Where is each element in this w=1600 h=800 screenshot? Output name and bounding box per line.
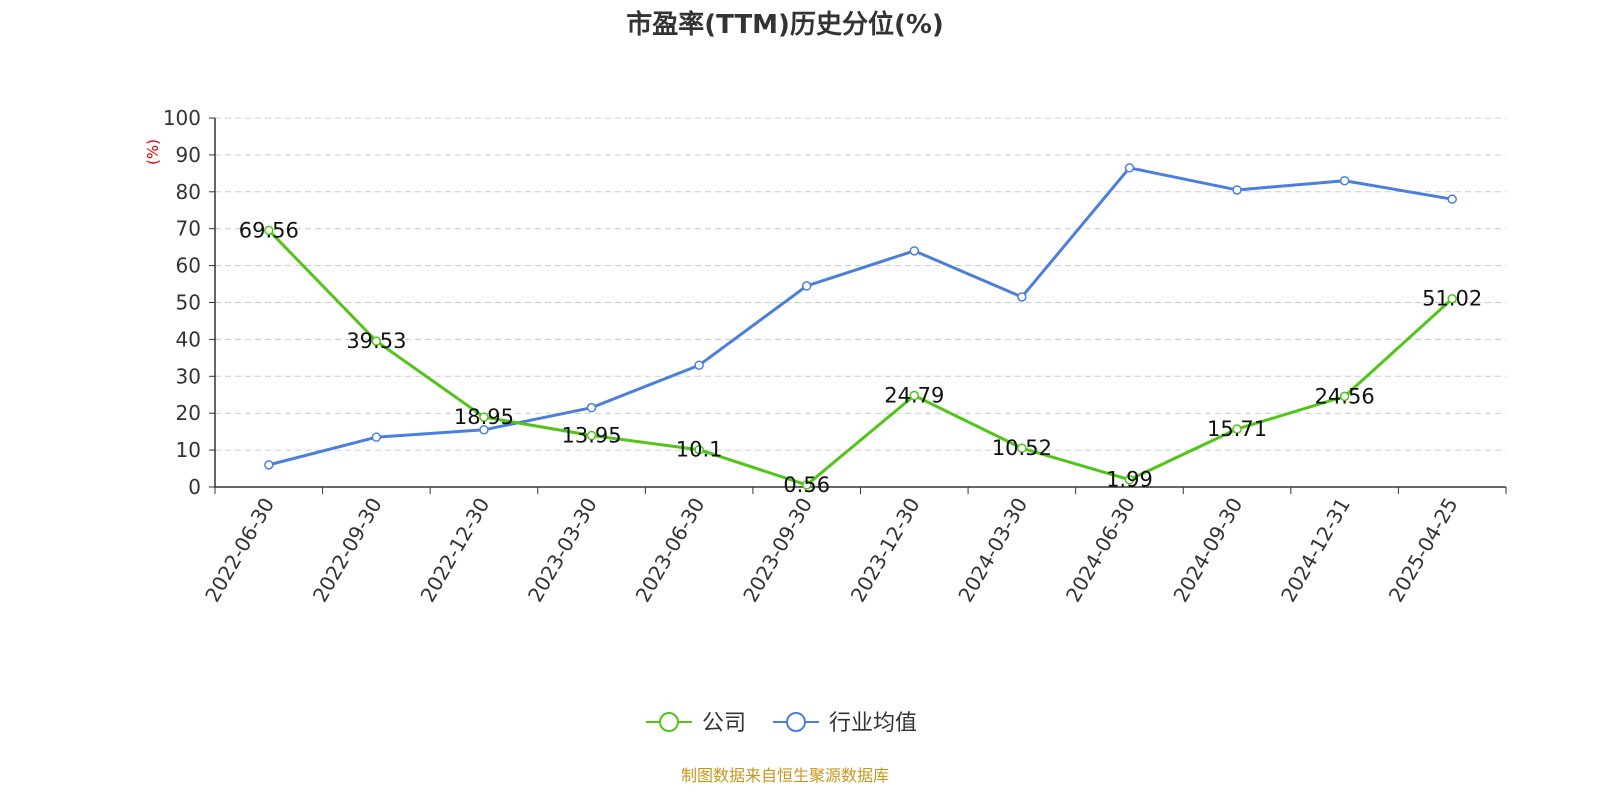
data-point [801, 281, 812, 291]
x-tick-label: 2024-09-30 [1168, 494, 1247, 607]
x-tick-label: 2023-09-30 [738, 494, 817, 607]
x-tick-label: 2025-04-25 [1384, 494, 1463, 607]
data-point [1124, 163, 1135, 173]
data-label: 18.95 [454, 405, 514, 429]
data-point [1447, 194, 1457, 204]
data-point [264, 460, 274, 470]
y-tick-label: 100 [163, 106, 201, 130]
series-line [267, 229, 1454, 487]
data-label: 24.56 [1315, 384, 1375, 408]
data-point [264, 225, 274, 236]
data-point [1232, 185, 1242, 195]
y-tick-label: 80 [176, 180, 201, 204]
legend-label: 公司 [702, 711, 746, 736]
y-tick-label: 60 [176, 254, 201, 278]
data-point [479, 412, 489, 422]
chart-title: 市盈率(TTM)历史分位(%) [626, 10, 944, 40]
data-point [1017, 292, 1027, 302]
legend-label: 行业均值 [829, 711, 917, 736]
data-label: 13.95 [561, 424, 621, 448]
series-layer [264, 163, 1457, 490]
data-point [586, 430, 597, 441]
x-tick-label: 2023-06-30 [631, 494, 710, 607]
data-label: 0.56 [783, 473, 830, 497]
legend-item[interactable]: 行业均值 [773, 711, 917, 736]
y-axis-label: (%) [144, 139, 162, 165]
data-label: 69.56 [239, 218, 299, 242]
data-point [1447, 293, 1457, 304]
x-tick-label: 2023-03-30 [523, 494, 602, 607]
x-tick-label: 2023-12-30 [846, 494, 925, 607]
data-label: 24.79 [884, 384, 944, 408]
y-tick-label: 0 [188, 475, 201, 499]
data-point [909, 390, 920, 401]
x-tick-label: 2024-12-31 [1276, 494, 1355, 607]
legend-marker [786, 712, 806, 732]
grid-lines [215, 117, 1506, 451]
data-point [371, 432, 382, 442]
data-point [1017, 443, 1027, 453]
y-tick-label: 70 [176, 217, 201, 241]
legend-marker [659, 712, 679, 732]
data-labels: 69.56 39.53 18.95 13.95 10.1 0.56 24.79 10.52 1.… [239, 218, 1483, 497]
data-label: 1.99 [1106, 468, 1153, 492]
data-label: 10.52 [992, 436, 1052, 460]
data-point [1339, 391, 1350, 402]
y-tick-label: 50 [176, 291, 201, 315]
data-point [909, 246, 920, 256]
legend-item[interactable]: 公司 [646, 711, 746, 736]
data-point [801, 480, 812, 490]
data-point [1124, 474, 1135, 485]
data-point [1339, 175, 1350, 186]
data-point [479, 425, 489, 435]
y-tick-label: 90 [176, 143, 201, 167]
x-tick-label: 2022-06-30 [200, 494, 279, 607]
data-label: 51.02 [1422, 287, 1482, 311]
y-tick-label: 40 [176, 327, 201, 351]
legend[interactable]: 公司 行业均值 [646, 711, 917, 736]
x-tick-label: 2022-12-30 [415, 494, 494, 607]
data-point [371, 336, 382, 346]
x-tick-label: 2024-03-30 [953, 494, 1032, 607]
y-tick-label: 20 [176, 401, 201, 425]
axes: 0 10 20 30 40 50 60 70 80 90 100(%) 2022-06-30 2022-… [144, 106, 1507, 607]
data-point [1232, 424, 1242, 434]
data-point [586, 402, 597, 413]
data-label: 15.71 [1207, 417, 1267, 441]
series-line [268, 166, 1453, 467]
x-tick-label: 2024-06-30 [1061, 494, 1140, 607]
y-tick-label: 10 [176, 438, 201, 462]
data-point [694, 444, 704, 455]
data-point [694, 360, 704, 370]
data-label: 39.53 [346, 329, 406, 353]
data-label: 10.1 [676, 438, 723, 462]
source-note: 制图数据来自恒生聚源数据库 [680, 766, 889, 785]
x-tick-label: 2022-09-30 [308, 494, 387, 607]
y-tick-label: 30 [176, 364, 201, 388]
